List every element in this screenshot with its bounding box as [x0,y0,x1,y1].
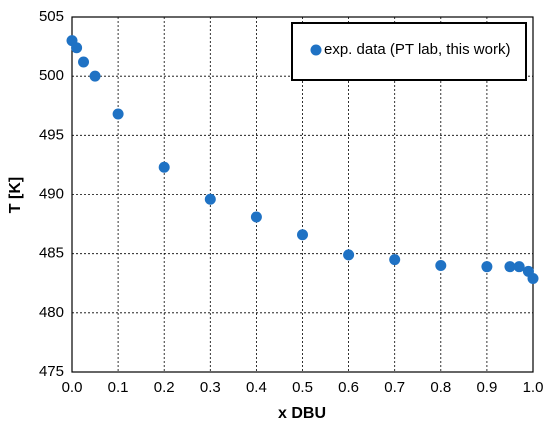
x-tick-label: 1.0 [523,379,544,396]
point [504,261,516,273]
x-tick-label: 0.9 [476,379,497,396]
x-tick-label: 0.5 [292,379,313,396]
point [513,261,525,273]
point [89,70,101,82]
x-tick-label: 0.4 [246,379,267,396]
legend-label: exp. data (PT lab, this work) [324,41,510,58]
point [78,56,90,68]
point [204,193,216,205]
y-tick-label: 485 [39,245,64,262]
point [158,161,170,173]
x-tick-label: 0.6 [338,379,359,396]
y-axis-title: T [K] [7,177,24,213]
point [527,273,539,285]
point [112,108,124,120]
point [343,249,355,261]
legend-box [291,22,527,81]
x-tick-label: 0.1 [108,379,129,396]
point [481,261,493,273]
y-tick-label: 475 [39,363,64,380]
x-tick-label: 0.3 [200,379,221,396]
legend-marker [310,44,322,56]
y-tick-label: 480 [39,304,64,321]
plot-border [71,16,534,373]
point [250,211,262,223]
point [389,254,401,266]
y-tick-label: 500 [39,67,64,84]
x-tick-label: 0.7 [384,379,405,396]
y-tick-label: 495 [39,126,64,143]
y-tick-label: 505 [39,8,64,25]
x-axis-title: x DBU [278,405,326,422]
x-tick-label: 0.2 [154,379,175,396]
point [435,260,447,271]
point [71,42,83,54]
y-tick-label: 490 [39,185,64,202]
x-tick-label: 0.0 [62,379,83,396]
point [297,229,308,241]
x-tick-label: 0.8 [430,379,451,396]
